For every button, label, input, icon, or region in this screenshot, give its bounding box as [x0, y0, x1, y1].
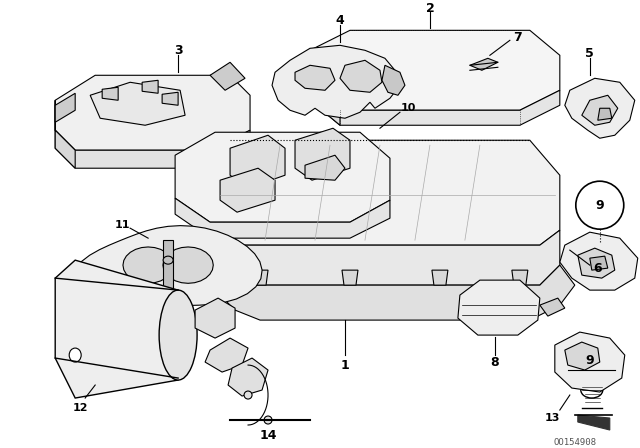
Ellipse shape	[576, 181, 624, 229]
Polygon shape	[55, 93, 75, 122]
Polygon shape	[163, 247, 213, 283]
Polygon shape	[578, 248, 615, 278]
Polygon shape	[220, 168, 275, 212]
Polygon shape	[382, 65, 405, 95]
Polygon shape	[210, 62, 245, 90]
Text: OO154908: OO154908	[554, 438, 596, 447]
Text: 12: 12	[72, 403, 88, 413]
Polygon shape	[432, 270, 448, 285]
Polygon shape	[470, 58, 498, 70]
Polygon shape	[272, 45, 400, 118]
Polygon shape	[340, 60, 382, 92]
Text: 2: 2	[426, 2, 435, 15]
Text: 3: 3	[174, 44, 182, 57]
Ellipse shape	[159, 290, 197, 380]
Polygon shape	[252, 270, 268, 285]
Polygon shape	[590, 256, 608, 270]
Polygon shape	[295, 65, 335, 90]
Polygon shape	[142, 80, 158, 93]
Text: 5: 5	[586, 47, 594, 60]
Ellipse shape	[244, 391, 252, 399]
Polygon shape	[175, 198, 390, 238]
Ellipse shape	[69, 348, 81, 362]
Polygon shape	[310, 50, 340, 125]
Polygon shape	[215, 250, 575, 320]
Polygon shape	[540, 298, 565, 316]
Polygon shape	[598, 108, 612, 120]
Text: 14: 14	[259, 428, 276, 442]
Polygon shape	[55, 100, 75, 168]
Polygon shape	[163, 240, 173, 300]
Text: 7: 7	[513, 31, 522, 44]
Ellipse shape	[163, 256, 173, 264]
Polygon shape	[305, 155, 345, 180]
Polygon shape	[230, 135, 285, 188]
Polygon shape	[102, 87, 118, 100]
Polygon shape	[175, 132, 390, 222]
Text: 1: 1	[340, 358, 349, 371]
Polygon shape	[512, 270, 528, 285]
Text: 11: 11	[115, 220, 130, 230]
Polygon shape	[90, 82, 185, 125]
Text: 10: 10	[400, 103, 415, 113]
Polygon shape	[458, 280, 540, 335]
Polygon shape	[342, 270, 358, 285]
Polygon shape	[123, 247, 173, 283]
Ellipse shape	[56, 278, 94, 358]
Polygon shape	[162, 92, 178, 105]
Polygon shape	[228, 358, 268, 396]
Ellipse shape	[264, 416, 272, 424]
Polygon shape	[565, 78, 635, 138]
Polygon shape	[55, 75, 250, 150]
Polygon shape	[310, 30, 560, 110]
Polygon shape	[582, 95, 618, 125]
Text: 6: 6	[593, 262, 602, 275]
Polygon shape	[310, 85, 560, 125]
Polygon shape	[560, 232, 637, 290]
Polygon shape	[555, 332, 625, 392]
Polygon shape	[578, 415, 610, 430]
Text: 4: 4	[335, 14, 344, 27]
Polygon shape	[215, 140, 560, 245]
Polygon shape	[55, 260, 198, 398]
Text: 13: 13	[545, 413, 561, 423]
Text: 9: 9	[586, 353, 594, 366]
Polygon shape	[205, 338, 248, 372]
Polygon shape	[215, 210, 560, 285]
Polygon shape	[565, 342, 600, 370]
Ellipse shape	[581, 382, 603, 398]
Text: 9: 9	[595, 198, 604, 212]
Polygon shape	[55, 130, 250, 168]
Polygon shape	[71, 226, 262, 311]
Polygon shape	[295, 128, 350, 180]
Polygon shape	[195, 298, 235, 338]
Text: 8: 8	[490, 356, 499, 369]
